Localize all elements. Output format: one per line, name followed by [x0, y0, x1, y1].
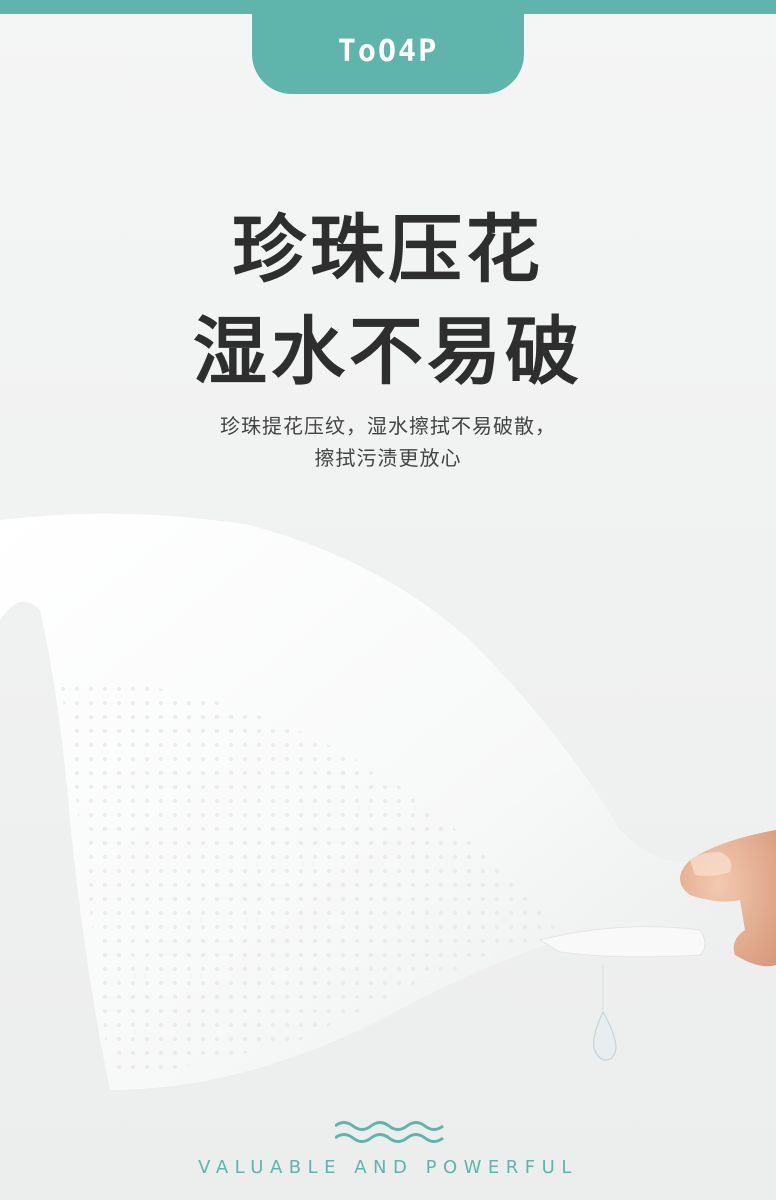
footer-tagline: VALUABLE AND POWERFUL [198, 1157, 578, 1178]
water-drop-icon [593, 1010, 617, 1061]
wave-icon [335, 1121, 444, 1143]
brand-logo-text: ToO4P [337, 33, 439, 69]
description-line-2: 擦拭污渍更放心 [314, 446, 462, 470]
description-line-1: 珍珠提花压纹，湿水擦拭不易破散， [220, 414, 556, 438]
top-accent-bar [0, 0, 776, 14]
brand-logo-badge: ToO4P [252, 8, 524, 94]
headline-line-1: 珍珠压花 [232, 207, 544, 293]
headline-line-2: 湿水不易破 [193, 309, 583, 395]
product-photo [0, 513, 776, 1090]
